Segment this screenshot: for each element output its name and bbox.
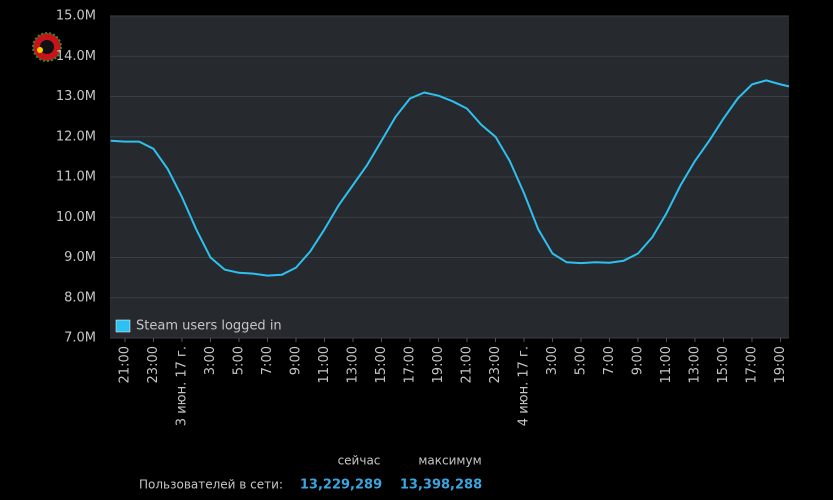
- x-tick-label: 7:00: [602, 346, 617, 375]
- max-label: максимум: [418, 454, 481, 468]
- stats: сейчас максимум Пользователей в сети: 13…: [139, 454, 482, 493]
- x-tick-label: 17:00: [402, 346, 417, 383]
- x-tick-label: 23:00: [146, 346, 161, 383]
- x-tick-label: 9:00: [630, 346, 645, 375]
- y-tick-label: 7.0M: [64, 331, 96, 346]
- x-tick-label: 17:00: [744, 346, 759, 383]
- legend-swatch: [115, 319, 131, 333]
- series-line: [110, 79, 790, 277]
- x-tick-label: 13:00: [687, 346, 702, 383]
- x-tick-label: 7:00: [260, 346, 275, 375]
- x-tick-label: 4 июн. 17 г.: [516, 346, 531, 426]
- x-tick-label: 11:00: [659, 346, 674, 383]
- y-tick-label: 13.0M: [56, 89, 96, 104]
- y-tick-label: 10.0M: [56, 210, 96, 225]
- x-tick-label: 19:00: [773, 346, 788, 383]
- y-tick-label: 11.0M: [56, 170, 96, 185]
- x-tick-label: 5:00: [231, 346, 246, 375]
- stats-label: Пользователей в сети:: [139, 478, 283, 492]
- y-tick-label: 12.0M: [56, 129, 96, 144]
- x-tick-label: 9:00: [288, 346, 303, 375]
- x-tick-label: 15:00: [374, 346, 389, 383]
- x-tick-label: 3:00: [545, 346, 560, 375]
- logo: [32, 32, 62, 62]
- y-tick-label: 15.0M: [56, 9, 96, 24]
- max-value: 13,398,288: [400, 478, 482, 493]
- x-tick-label: 23:00: [488, 346, 503, 383]
- x-tick-label: 21:00: [459, 346, 474, 383]
- current-value: 13,229,289: [300, 478, 382, 493]
- x-tick-label: 3 июн. 17 г.: [174, 346, 189, 426]
- x-tick-label: 11:00: [317, 346, 332, 383]
- y-tick-label: 9.0M: [64, 250, 96, 265]
- x-tick-label: 5:00: [573, 346, 588, 375]
- y-tick-label: 8.0M: [64, 290, 96, 305]
- x-tick-label: 15:00: [716, 346, 731, 383]
- current-label: сейчас: [338, 454, 381, 468]
- legend-label: Steam users logged in: [136, 319, 282, 334]
- x-tick-label: 21:00: [117, 346, 132, 383]
- x-tick-label: 3:00: [203, 346, 218, 375]
- y-tick-label: 14.0M: [56, 49, 96, 64]
- x-tick-label: 13:00: [345, 346, 360, 383]
- x-tick-label: 19:00: [431, 346, 446, 383]
